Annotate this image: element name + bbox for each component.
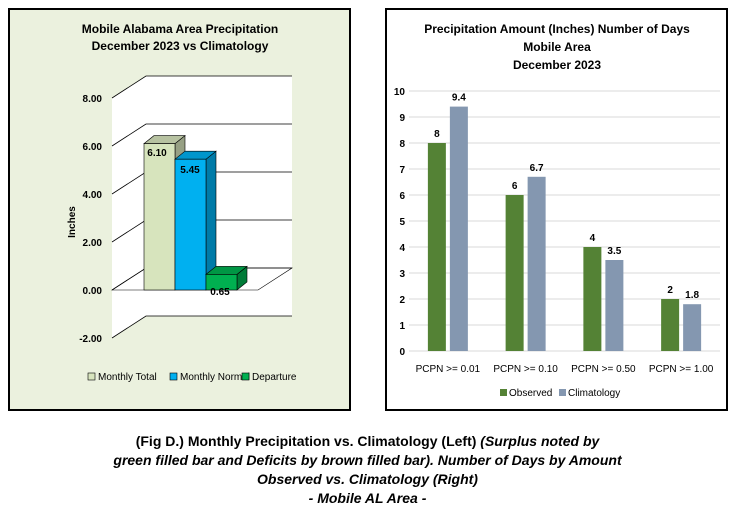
bar-data-label: 1.8 xyxy=(685,290,699,301)
bar-observed xyxy=(583,247,602,351)
caption-line-4: - Mobile AL Area - xyxy=(308,490,427,506)
bar-observed xyxy=(505,195,524,351)
right-chart-panel: Precipitation Amount (Inches) Number of … xyxy=(385,8,728,411)
bar-observed xyxy=(427,143,446,351)
precip-vs-climatology-chart: Mobile Alabama Area Precipitation Decembe… xyxy=(10,10,349,409)
chart-title-line: Mobile Alabama Area Precipitation xyxy=(82,22,279,36)
y-tick-label: 6 xyxy=(399,191,405,202)
y-tick-label: 10 xyxy=(394,87,406,98)
days-by-amount-chart: Precipitation Amount (Inches) Number of … xyxy=(394,22,720,399)
bar-monthly-normal xyxy=(174,158,207,291)
x-tick-label: PCPN >= 1.00 xyxy=(649,364,714,375)
caption-line-1-italic: (Surplus noted by xyxy=(480,433,600,449)
bar-monthly-total xyxy=(143,143,176,291)
y-tick-label: 2 xyxy=(399,295,405,306)
gridline xyxy=(111,315,292,339)
bar-climatology xyxy=(605,260,624,351)
y-tick-label: 0.00 xyxy=(83,286,103,297)
bar-climatology xyxy=(449,106,468,351)
y-tick-label: 8 xyxy=(399,139,405,150)
caption-line-2: green filled bar and Deficits by brown f… xyxy=(113,452,622,468)
x-tick-label: PCPN >= 0.10 xyxy=(493,364,558,375)
chart-title-line: Precipitation Amount (Inches) Number of … xyxy=(424,22,690,36)
chart-title-line: December 2023 xyxy=(513,58,601,72)
y-tick-label: -2.00 xyxy=(79,334,102,345)
legend-swatch xyxy=(500,389,507,396)
bar-data-label: 4 xyxy=(590,233,596,244)
bar-data-label: 6.10 xyxy=(147,148,167,159)
plot-side-wall xyxy=(112,76,146,338)
caption-line-1-text: (Fig D.) Monthly Precipitation vs. Clima… xyxy=(135,433,481,449)
legend-label: Monthly Total xyxy=(98,372,157,383)
y-axis-label: Inches xyxy=(67,206,78,238)
y-tick-label: 3 xyxy=(399,269,405,280)
bar-data-label: 6 xyxy=(512,181,518,192)
chart-title-line: Mobile Area xyxy=(523,40,591,54)
y-tick-label: 0 xyxy=(399,347,405,358)
bar-data-label: 6.7 xyxy=(530,163,544,174)
left-chart-panel: Mobile Alabama Area Precipitation Decembe… xyxy=(8,8,351,411)
caption-line-3: Observed vs. Climatology (Right) xyxy=(257,471,478,487)
x-tick-label: PCPN >= 0.01 xyxy=(416,364,481,375)
legend-swatch xyxy=(169,372,178,381)
bar-data-label: 5.45 xyxy=(180,165,200,176)
y-tick-label: 8.00 xyxy=(83,94,103,105)
bar-data-label: 8 xyxy=(434,129,440,140)
figure-caption: (Fig D.) Monthly Precipitation vs. Clima… xyxy=(0,432,735,508)
y-tick-label: 9 xyxy=(399,113,405,124)
y-tick-label: 6.00 xyxy=(83,142,103,153)
bar-departure xyxy=(205,274,238,291)
bar-climatology xyxy=(527,176,546,351)
chart-title-line: December 2023 vs Climatology xyxy=(92,39,269,53)
legend-label: Climatology xyxy=(568,388,620,399)
legend-label: Observed xyxy=(509,388,552,399)
y-tick-label: 7 xyxy=(399,165,405,176)
gridline xyxy=(111,75,292,99)
gridline xyxy=(111,123,292,147)
legend-swatch xyxy=(87,372,96,381)
bar-climatology xyxy=(683,304,702,351)
legend-swatch xyxy=(559,389,566,396)
y-tick-label: 4 xyxy=(399,243,405,254)
y-tick-label: 4.00 xyxy=(83,190,103,201)
legend-label: Monthly Normal xyxy=(180,372,250,383)
bar-data-label: 0.65 xyxy=(210,287,230,298)
bar-observed xyxy=(661,299,680,351)
y-tick-label: 2.00 xyxy=(83,238,103,249)
bar-data-label: 9.4 xyxy=(452,93,466,104)
bar-data-label: 3.5 xyxy=(607,246,621,257)
bar-data-label: 2 xyxy=(667,285,673,296)
legend-swatch xyxy=(241,372,250,381)
x-tick-label: PCPN >= 0.50 xyxy=(571,364,636,375)
y-tick-label: 5 xyxy=(399,217,405,228)
caption-line-1: (Fig D.) Monthly Precipitation vs. Clima… xyxy=(0,432,735,451)
y-tick-label: 1 xyxy=(399,321,405,332)
legend-label: Departure xyxy=(252,372,297,383)
